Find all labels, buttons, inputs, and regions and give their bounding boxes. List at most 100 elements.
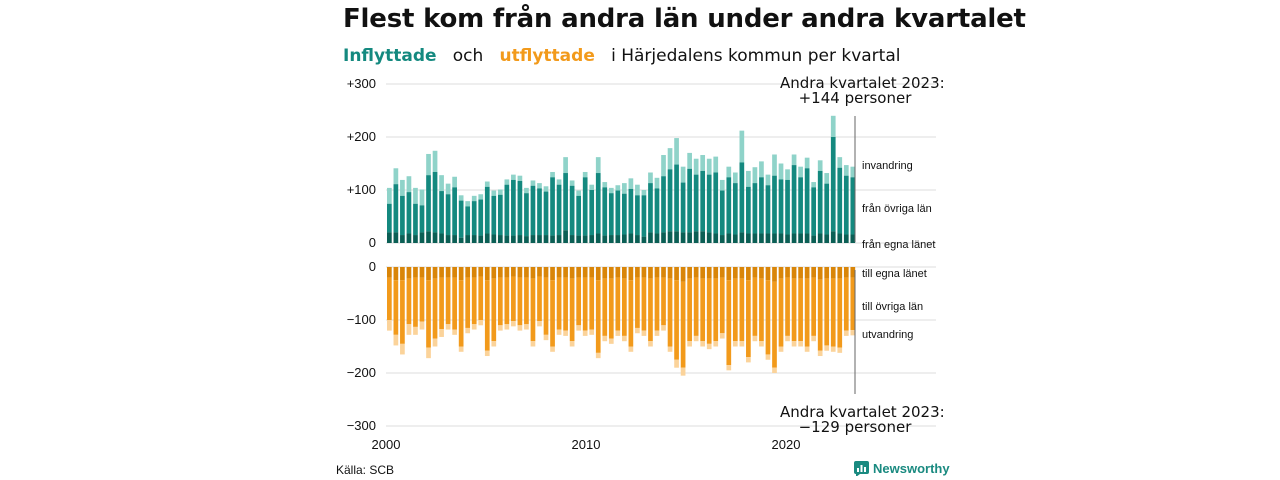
- bar-in-local: [850, 234, 856, 243]
- bar-out-other: [563, 277, 568, 331]
- bar-out-other: [387, 277, 392, 320]
- bar-out-emigration: [622, 335, 627, 342]
- bar-out-local: [817, 267, 823, 280]
- bar-out-local: [517, 267, 523, 278]
- bar-out-other: [765, 280, 771, 355]
- bar-in-immigration: [530, 180, 536, 186]
- bar-in-other: [576, 195, 582, 236]
- bar-out-emigration: [497, 325, 503, 331]
- grid-lines: [386, 83, 936, 427]
- label-till-ovriga: till övriga län: [862, 301, 923, 313]
- bar-in-other: [648, 183, 653, 233]
- bar-in-local: [413, 235, 418, 243]
- bar-in-local: [419, 232, 425, 243]
- bar-out-local: [680, 267, 686, 282]
- bar-out-emigration: [465, 327, 471, 334]
- bar-out-emigration: [491, 341, 497, 347]
- bar-out-emigration: [595, 352, 601, 359]
- bar-out-emigration: [445, 324, 451, 330]
- bar-in-local: [524, 236, 529, 243]
- label-utvandring: utvandring: [862, 329, 913, 341]
- bar-in-immigration: [765, 174, 771, 186]
- label-fran-ovriga: från övriga län: [862, 203, 932, 215]
- bar-in-local: [824, 234, 830, 243]
- bar-in-immigration: [641, 190, 647, 196]
- bar-in-immigration: [432, 150, 438, 172]
- bar-in-local: [615, 235, 621, 243]
- bar-in-other: [739, 162, 745, 233]
- bar-out-emigration: [419, 321, 425, 330]
- bar-in-local: [798, 233, 803, 243]
- bar-out-emigration: [511, 321, 516, 327]
- bar-out-other: [772, 281, 777, 368]
- bar-out-other: [850, 277, 856, 331]
- bar-out-emigration: [556, 329, 562, 335]
- bar-in-local: [576, 235, 582, 243]
- bar-in-other: [478, 199, 484, 236]
- bar-in-other: [419, 205, 425, 233]
- bar-in-other: [426, 175, 431, 232]
- y-tick-label-bottom: −200: [347, 365, 376, 380]
- bar-out-local: [589, 267, 595, 278]
- bar-in-immigration: [426, 153, 431, 176]
- bar-out-other: [595, 280, 601, 353]
- bar-in-other: [413, 203, 418, 236]
- bar-out-emigration: [641, 330, 647, 336]
- bar-in-immigration: [759, 161, 764, 178]
- bar-out-emigration: [706, 343, 712, 350]
- bar-out-emigration: [719, 333, 725, 339]
- bar-in-local: [530, 235, 536, 243]
- bar-out-other: [511, 276, 516, 322]
- bar-in-immigration: [824, 173, 830, 184]
- bar-in-other: [785, 179, 790, 235]
- bar-out-emigration: [478, 320, 484, 326]
- bar-in-local: [837, 233, 843, 243]
- subtitle-inflyttade: Inflyttade: [343, 46, 437, 66]
- bar-out-emigration: [543, 334, 549, 341]
- bar-in-other: [615, 190, 621, 236]
- bar-in-local: [497, 235, 503, 243]
- subtitle-och: och: [452, 46, 484, 66]
- bar-in-local: [504, 235, 510, 243]
- bar-out-emigration: [524, 324, 529, 330]
- bar-in-local: [719, 235, 725, 243]
- bar-out-other: [680, 281, 686, 368]
- bar-out-local: [426, 267, 431, 281]
- bar-in-other: [497, 194, 503, 236]
- bar-in-immigration: [439, 175, 444, 192]
- bar-out-local: [400, 267, 405, 281]
- bar-out-emigration: [654, 330, 660, 336]
- bar-in-other: [778, 179, 784, 234]
- bar-out-local: [432, 267, 438, 279]
- bar-out-emigration: [563, 330, 568, 336]
- bar-in-local: [622, 234, 627, 243]
- annotation-bottom-line2: −129 personer: [798, 418, 912, 436]
- label-till-egna: till egna länet: [862, 268, 927, 280]
- bar-in-local: [791, 233, 797, 243]
- bar-out-other: [569, 278, 575, 342]
- bar-in-immigration: [667, 148, 673, 170]
- bar-out-other: [589, 277, 595, 330]
- bar-in-other: [850, 177, 856, 235]
- bar-out-other: [674, 280, 679, 360]
- bar-in-other: [517, 180, 523, 236]
- bar-out-local: [641, 267, 647, 278]
- bar-out-emigration: [746, 357, 751, 363]
- bar-in-local: [550, 235, 555, 243]
- bar-out-other: [550, 280, 555, 347]
- bar-in-other: [680, 182, 686, 233]
- bar-out-emigration: [400, 343, 405, 355]
- bar-in-local: [667, 231, 673, 243]
- bar-out-emigration: [830, 346, 836, 352]
- subtitle-rest: i Härjedalens kommun per kvartal: [611, 46, 901, 66]
- bar-in-local: [595, 233, 601, 243]
- bar-out-emigration: [537, 321, 542, 327]
- bar-in-immigration: [713, 156, 719, 173]
- bar-out-emigration: [582, 330, 588, 336]
- bar-out-emigration: [576, 325, 582, 331]
- bar-in-immigration: [654, 177, 660, 189]
- bar-in-local: [830, 231, 836, 243]
- bar-out-local: [582, 267, 588, 278]
- y-tick-label-top: +100: [347, 182, 376, 197]
